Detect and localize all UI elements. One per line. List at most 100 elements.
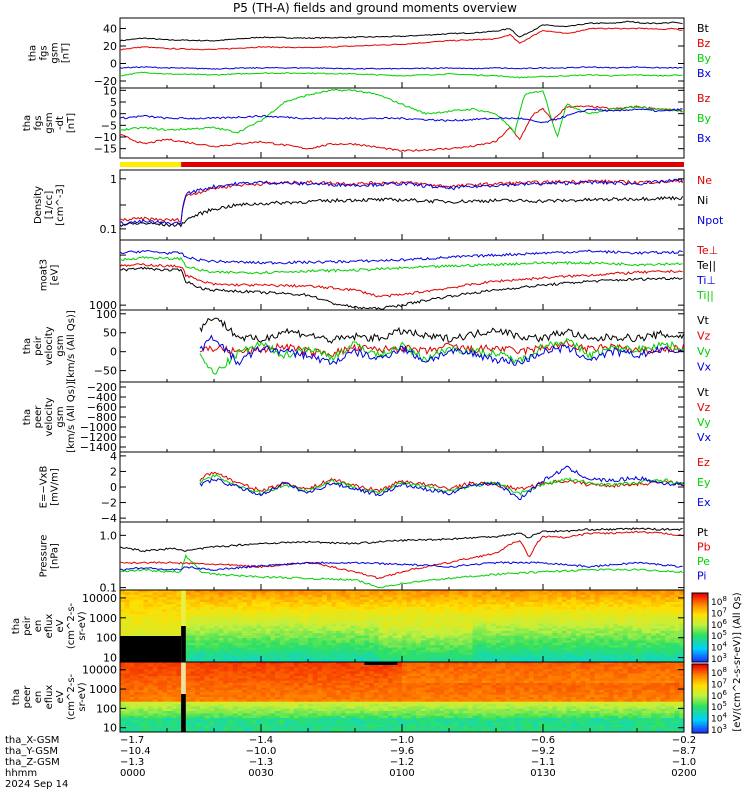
heatmap-cell: [430, 650, 436, 653]
heatmap-cell: [406, 659, 412, 663]
heatmap-cell: [152, 662, 158, 665]
heatmap-cell: [293, 720, 299, 724]
heatmap-cell: [331, 640, 337, 644]
heatmap-cell: [176, 692, 182, 696]
heatmap-cell: [120, 602, 126, 605]
heatmap-cell: [167, 704, 173, 707]
heatmap-cell: [486, 650, 492, 653]
heatmap-cell: [364, 604, 370, 608]
heatmap-cell: [646, 614, 652, 617]
heatmap-cell: [209, 650, 215, 653]
heatmap-cell: [411, 604, 417, 608]
heatmap-cell: [340, 599, 346, 603]
heatmap-cell: [242, 725, 248, 728]
heatmap-cell: [359, 635, 365, 639]
heatmap-cell: [265, 597, 271, 600]
heatmap-cell: [209, 671, 215, 675]
heatmap-cell: [138, 697, 144, 700]
heatmap-cell: [167, 678, 173, 682]
heatmap-cell: [232, 590, 238, 593]
heatmap-cell: [148, 701, 154, 705]
heatmap-cell: [270, 657, 276, 660]
heatmap-cell: [575, 618, 581, 622]
heatmap-cell: [467, 642, 473, 646]
heatmap-cell: [496, 640, 502, 644]
heatmap-cell: [402, 614, 408, 617]
heatmap-cell: [477, 630, 483, 634]
heatmap-cell: [411, 606, 417, 610]
heatmap-cell: [157, 711, 163, 714]
heatmap-cell: [284, 647, 290, 651]
heatmap-cell: [129, 690, 135, 693]
heatmap-cell: [392, 592, 398, 596]
heatmap-cell: [660, 652, 666, 656]
heatmap-cell: [397, 628, 403, 632]
heatmap-cell: [538, 645, 544, 648]
heatmap-cell: [129, 616, 135, 620]
heatmap-cell: [223, 594, 229, 598]
heatmap-cell: [331, 630, 337, 634]
heatmap-cell: [265, 611, 271, 615]
heatmap-cell: [214, 669, 220, 672]
heatmap-cell: [204, 718, 210, 721]
heatmap-cell: [256, 715, 262, 719]
heatmap-cell: [218, 606, 224, 610]
heatmap-cell: [289, 713, 295, 717]
heatmap-cell: [176, 715, 182, 719]
heatmap-cell: [209, 676, 215, 679]
heatmap-cell: [265, 635, 271, 639]
heatmap-cell: [336, 621, 342, 624]
heatmap-cell: [148, 680, 154, 684]
heatmap-cell: [148, 713, 154, 717]
heatmap-cell: [510, 592, 516, 596]
heatmap-cell: [491, 599, 497, 603]
heatmap-cell: [322, 599, 328, 603]
heatmap-cell: [228, 683, 234, 686]
heatmap-cell: [641, 628, 647, 632]
heatmap-cell: [284, 614, 290, 617]
heatmap-cell: [218, 708, 224, 712]
heatmap-cell: [284, 708, 290, 712]
heatmap-cell: [303, 618, 309, 622]
heatmap-cell: [317, 633, 323, 636]
heatmap-cell: [120, 692, 126, 696]
heatmap-cell: [444, 647, 450, 651]
heatmap-cell: [279, 687, 285, 691]
heatmap-cell: [148, 666, 154, 670]
heatmap-cell: [364, 616, 370, 620]
heatmap-cell: [364, 650, 370, 653]
heatmap-cell: [491, 633, 497, 636]
heatmap-cell: [242, 602, 248, 605]
heatmap-cell: [660, 647, 666, 651]
heatmap-cell: [256, 694, 262, 698]
heatmap-cell: [467, 597, 473, 600]
heatmap-cell: [190, 633, 196, 636]
heatmap-cell: [242, 718, 248, 721]
heatmap-cell: [275, 616, 281, 620]
heatmap-cell: [561, 597, 567, 600]
heatmap-cell: [134, 621, 140, 624]
heatmap-cell: [218, 640, 224, 644]
heatmap-cell: [528, 626, 534, 629]
heatmap-cell: [434, 592, 440, 596]
heatmap-cell: [580, 647, 586, 651]
heatmap-cell: [228, 711, 234, 714]
heatmap-cell: [275, 694, 281, 698]
heatmap-cell: [270, 594, 276, 598]
heatmap-cell: [289, 711, 295, 714]
heatmap-cell: [176, 606, 182, 610]
heatmap-cell: [350, 618, 356, 622]
heatmap-cell: [679, 626, 685, 629]
heatmap-cell: [143, 618, 149, 622]
heatmap-cell: [557, 623, 563, 627]
heatmap-cell: [406, 652, 412, 656]
heatmap-cell: [279, 635, 285, 639]
heatmap-cell: [496, 606, 502, 610]
heatmap-cell: [129, 597, 135, 600]
heatmap-cell: [575, 621, 581, 624]
heatmap-cell: [209, 642, 215, 646]
y-tick-label: 0: [110, 58, 117, 71]
y-tick-label: 0: [110, 481, 117, 494]
heatmap-cell: [293, 662, 299, 665]
heatmap-cell: [232, 673, 238, 677]
